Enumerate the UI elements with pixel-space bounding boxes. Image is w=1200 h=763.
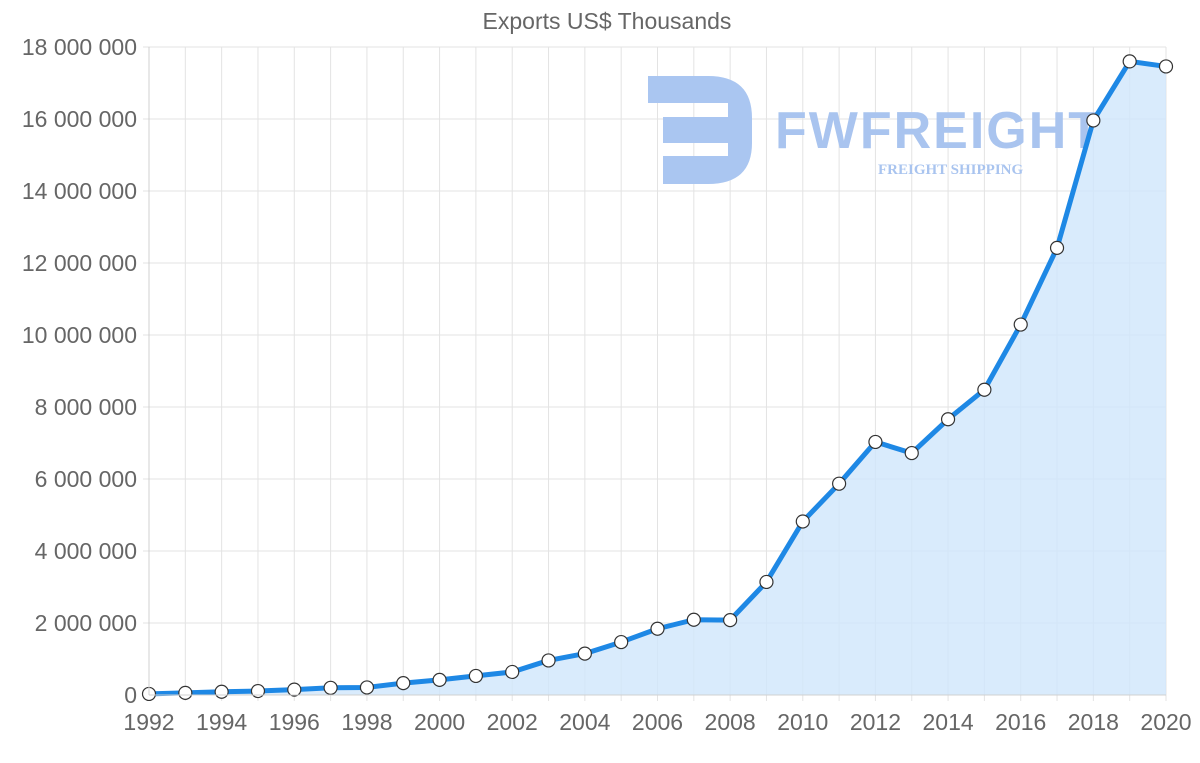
data-point-1997[interactable]	[323, 680, 338, 695]
data-point-2019[interactable]	[1122, 54, 1137, 69]
x-tick-label: 1994	[196, 709, 247, 735]
data-point-2000[interactable]	[432, 672, 447, 687]
data-point-2008[interactable]	[723, 613, 738, 628]
axes: 0 2 000 000 4 000 000 6 000 000 8 000 000 10 …	[22, 34, 1192, 735]
x-tick-label: 2002	[487, 709, 538, 735]
x-tick-label: 2000	[414, 709, 465, 735]
y-tick-label: 4 000 000	[35, 538, 137, 564]
data-point-2012[interactable]	[868, 434, 883, 450]
y-tick-label: 12 000 000	[22, 250, 137, 276]
x-tick-label: 2010	[777, 709, 828, 735]
y-tick-label: 14 000 000	[22, 178, 137, 204]
x-tick-label: 2008	[705, 709, 756, 735]
data-point-1996[interactable]	[287, 682, 302, 697]
data-point-2003[interactable]	[541, 653, 556, 668]
series-layer	[141, 54, 1174, 702]
data-point-2011[interactable]	[832, 476, 847, 491]
data-point-1994[interactable]	[214, 684, 229, 699]
data-point-2001[interactable]	[468, 668, 483, 684]
x-tick-label: 1992	[123, 709, 174, 735]
data-point-2015[interactable]	[977, 382, 992, 397]
y-tick-label: 18 000 000	[22, 34, 137, 60]
x-tick-label: 2006	[632, 709, 683, 735]
x-tick-label: 1998	[341, 709, 392, 735]
data-point-2016[interactable]	[1013, 317, 1028, 332]
data-point-2005[interactable]	[614, 634, 629, 650]
y-tick-label: 16 000 000	[22, 106, 137, 132]
y-tick-label: 6 000 000	[35, 466, 137, 492]
data-point-1998[interactable]	[359, 680, 375, 695]
x-tick-label: 2018	[1068, 709, 1119, 735]
data-point-1995[interactable]	[250, 683, 266, 699]
y-tick-label: 2 000 000	[35, 610, 137, 636]
x-tick-label: 2012	[850, 709, 901, 735]
fwfreight-watermark: FWFREIGHT FREIGHT SHIPPING	[648, 76, 1102, 184]
y-tick-label: 0	[124, 682, 137, 708]
data-point-2004[interactable]	[577, 646, 592, 661]
series-area-fill	[149, 61, 1166, 695]
data-point-2010[interactable]	[795, 514, 810, 529]
x-tick-label: 2016	[995, 709, 1046, 735]
watermark-tagline-text: FREIGHT SHIPPING	[878, 162, 1023, 178]
watermark-brand-text: FWFREIGHT	[775, 102, 1102, 160]
x-tick-label: 2014	[922, 709, 973, 735]
data-point-2014[interactable]	[940, 412, 956, 427]
data-point-1999[interactable]	[396, 676, 411, 691]
data-point-2017[interactable]	[1049, 240, 1065, 255]
data-point-2020[interactable]	[1158, 59, 1174, 74]
y-tick-label: 10 000 000	[22, 322, 137, 348]
data-point-2007[interactable]	[686, 612, 701, 627]
data-point-2018[interactable]	[1086, 113, 1101, 128]
x-tick-label: 2020	[1140, 709, 1191, 735]
data-point-2006[interactable]	[650, 621, 665, 636]
data-point-1993[interactable]	[178, 685, 193, 700]
x-tick-label: 1996	[269, 709, 320, 735]
y-tick-label: 8 000 000	[35, 394, 137, 420]
chart-title: Exports US$ Thousands	[483, 8, 732, 34]
data-point-2009[interactable]	[759, 574, 774, 590]
fwfreight-logo-icon	[648, 76, 752, 184]
data-point-2013[interactable]	[904, 445, 919, 461]
x-tick-label: 2004	[559, 709, 610, 735]
data-point-2002[interactable]	[505, 664, 520, 680]
